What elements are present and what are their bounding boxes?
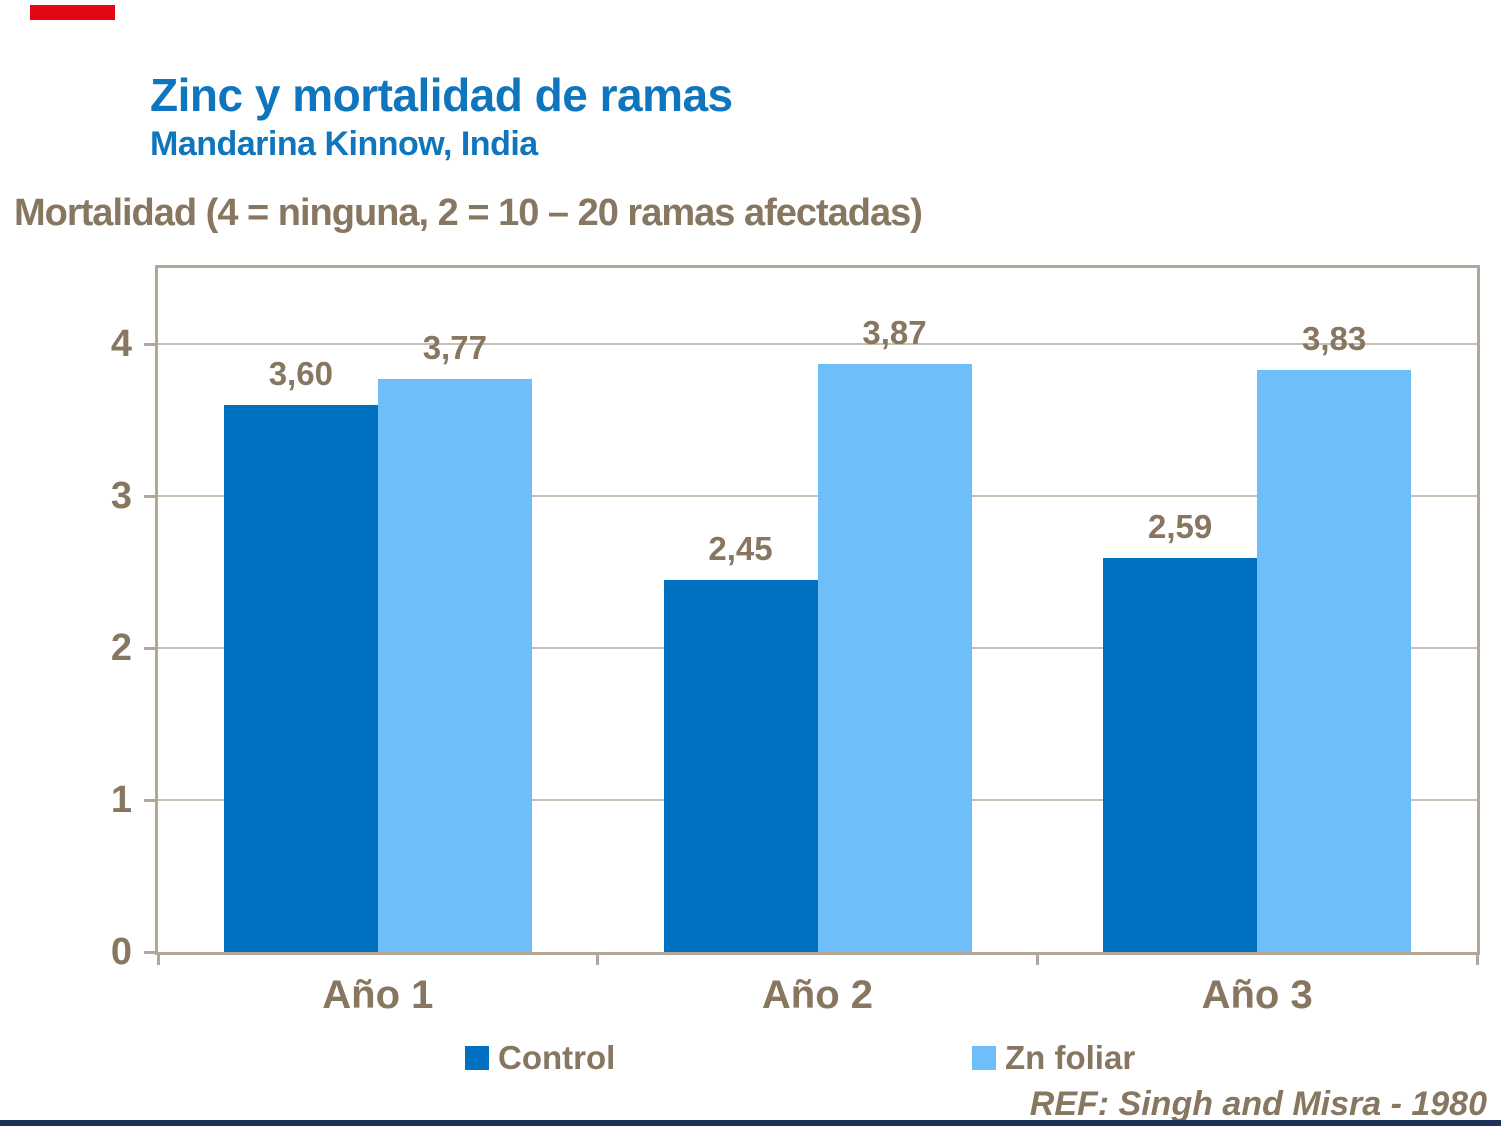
legend-label: Zn foliar: [1005, 1039, 1136, 1076]
bar-value-label: 2,45: [708, 529, 773, 567]
y-tick-label: 2: [110, 627, 132, 669]
y-tick-label: 0: [110, 931, 132, 973]
bar-zn-foliar: [1257, 369, 1412, 952]
bar-control: [663, 579, 818, 952]
bar-zn-foliar: [377, 378, 532, 952]
category-label: Año 3: [1201, 973, 1313, 1017]
y-tick-mark: [144, 647, 155, 650]
y-tick-mark: [144, 951, 155, 954]
y-tick-label: 4: [110, 323, 132, 365]
bar-value-label: 3,83: [1302, 319, 1367, 357]
legend-color-swatch-icon: [972, 1046, 996, 1070]
y-tick-mark: [144, 799, 155, 802]
x-tick-mark: [596, 954, 600, 965]
bar-value-label: 3,87: [862, 313, 927, 351]
title-block: Zinc y mortalidad de ramas Mandarina Kin…: [150, 70, 733, 164]
legend-entry: Control: [465, 1039, 616, 1076]
x-tick-mark: [1475, 954, 1479, 965]
page-title: Zinc y mortalidad de ramas: [150, 69, 733, 121]
bottom-accent-bar: [0, 1120, 1501, 1126]
bar-value-label: 3,77: [422, 328, 487, 366]
legend-entry: Zn foliar: [972, 1039, 1136, 1076]
page-subtitle: Mandarina Kinnow, India: [150, 124, 538, 163]
red-accent-bar: [30, 5, 115, 20]
legend-color-swatch-icon: [465, 1046, 489, 1070]
y-tick-label: 1: [110, 779, 132, 821]
gridline: [158, 343, 1477, 345]
y-tick-mark: [144, 343, 155, 346]
category-label: Año 1: [322, 973, 434, 1017]
x-tick-mark: [156, 954, 160, 965]
x-tick-mark: [1035, 954, 1039, 965]
bar-value-label: 3,60: [268, 354, 333, 392]
legend-label: Control: [498, 1039, 616, 1076]
plot-inner: 3,60 3,77 2,45 3,87 2,59 3,83: [158, 268, 1477, 952]
y-tick-label: 3: [110, 475, 132, 517]
y-axis-description: Mortalidad (4 = ninguna, 2 = 10 – 20 ram…: [14, 192, 923, 234]
category-label: Año 2: [761, 973, 874, 1017]
bar-control: [223, 404, 378, 952]
bar-zn-foliar: [817, 363, 972, 952]
plot-area: 3,60 3,77 2,45 3,87 2,59 3,83: [155, 265, 1480, 955]
bar-control: [1103, 558, 1258, 952]
bar-value-label: 2,59: [1148, 508, 1213, 546]
y-tick-mark: [144, 495, 155, 498]
reference-text: REF: Singh and Misra - 1980: [1029, 1085, 1487, 1123]
